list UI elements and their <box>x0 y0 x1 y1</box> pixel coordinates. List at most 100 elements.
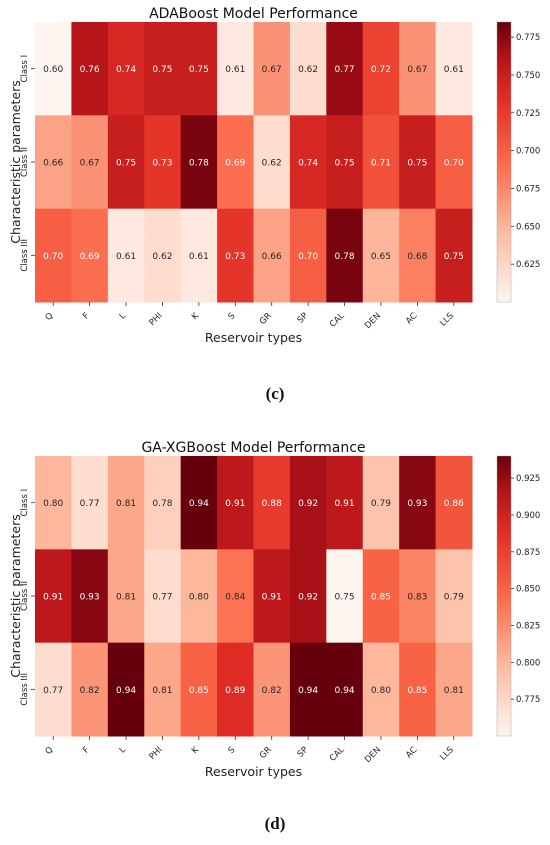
heatmap-cell <box>435 456 473 550</box>
cell-value-label: 0.91 <box>335 499 355 509</box>
heatmap-cell <box>253 549 291 644</box>
heatmap-cell <box>107 642 145 737</box>
colorbar-tick-label: 0.825 <box>516 621 540 631</box>
heatmap-cell <box>217 22 254 116</box>
cell-value-label: 0.61 <box>225 65 245 75</box>
colorbar-tick-label: 0.725 <box>516 109 540 119</box>
cell-value-label: 0.60 <box>43 65 63 75</box>
x-tick-label: L <box>118 745 129 756</box>
heatmap-cell <box>71 22 109 116</box>
x-tick-label: DEN <box>363 745 383 765</box>
y-tick-label: Class III <box>20 673 30 706</box>
heatmap-cell <box>399 115 437 210</box>
heatmap-cell <box>217 456 254 550</box>
heatmap-cell <box>289 22 327 116</box>
heatmap-cell <box>35 22 72 116</box>
cell-value-label: 0.74 <box>116 65 136 75</box>
heatmap-cell <box>107 549 145 644</box>
heatmap-cell <box>71 456 109 550</box>
colorbar-tick-label: 0.650 <box>516 222 540 232</box>
x-tick-label: L <box>118 311 129 322</box>
cell-value-label: 0.75 <box>335 159 355 169</box>
cell-value-label: 0.75 <box>116 159 136 169</box>
x-tick-label: F <box>81 311 92 322</box>
x-tick-label: CAL <box>328 311 347 330</box>
x-tick-label: PHI <box>148 311 165 328</box>
heatmap-cell <box>399 642 437 737</box>
cell-value-label: 0.70 <box>444 159 464 169</box>
heatmap-cell <box>435 549 473 644</box>
cell-value-label: 0.77 <box>335 65 355 75</box>
x-tick-label: LLS <box>438 311 456 329</box>
y-axis-label: Characteristic parameters <box>8 514 23 677</box>
x-tick-label: DEN <box>363 311 383 331</box>
cell-value-label: 0.66 <box>43 159 63 169</box>
heatmap-cell <box>71 642 109 737</box>
heatmap-cell <box>289 208 327 303</box>
cell-value-label: 0.78 <box>335 252 355 262</box>
cell-value-label: 0.75 <box>407 159 427 169</box>
colorbar-tick-label: 0.900 <box>516 511 540 521</box>
x-tick-label: PHI <box>148 745 165 762</box>
ga-xgboost-heatmap: GA-XGBoost Model Performance 0.80 0.77 0.81… <box>8 440 540 779</box>
x-tick-label: SP <box>296 745 311 760</box>
x-axis-label: Reservoir types <box>205 330 302 345</box>
heatmap-cell <box>107 456 145 550</box>
x-tick-label: Q <box>44 311 56 323</box>
heatmap-cell <box>144 642 182 737</box>
heatmap-cell <box>435 208 473 303</box>
heatmap-cell <box>144 22 182 116</box>
cell-value-label: 0.80 <box>43 499 63 509</box>
heatmap-cell <box>35 642 72 737</box>
colorbar-tick-label: 0.925 <box>516 474 540 484</box>
colorbar-tick-label: 0.775 <box>516 33 540 43</box>
heatmap-cell <box>35 115 72 210</box>
cell-value-label: 0.92 <box>298 499 318 509</box>
panel-c-caption: (c) <box>265 384 285 403</box>
heatmap-cell <box>289 642 327 737</box>
cell-value-label: 0.77 <box>152 593 172 603</box>
cell-value-label: 0.65 <box>371 252 391 262</box>
x-tick-label: GR <box>258 311 274 327</box>
y-tick-label: Class II <box>20 147 30 177</box>
heatmap-cell <box>180 549 218 644</box>
cell-value-label: 0.67 <box>407 65 427 75</box>
cell-value-label: 0.79 <box>444 593 464 603</box>
colorbar <box>497 456 511 736</box>
panel-d-caption: (d) <box>264 814 286 833</box>
heatmap-cell <box>71 549 109 644</box>
cell-value-label: 0.81 <box>152 686 172 696</box>
cell-value-label: 0.91 <box>262 593 282 603</box>
heatmap-cell <box>144 115 182 210</box>
adaboost-heatmap: ADABoost Model Performance 0.60 0.76 0.74 0.… <box>8 6 540 345</box>
heatmap-cell <box>326 549 364 644</box>
heatmap-cell <box>144 456 182 550</box>
x-tick-label: K <box>190 745 201 756</box>
colorbar-tick-label: 0.675 <box>516 184 540 194</box>
x-tick-label: LLS <box>438 745 456 763</box>
heatmap-cell <box>326 115 364 210</box>
heatmap-cell <box>107 22 145 116</box>
x-tick-label: CAL <box>328 745 347 764</box>
colorbar-tick-label: 0.775 <box>516 695 540 705</box>
heatmap-cell <box>362 456 400 550</box>
cell-value-label: 0.61 <box>116 252 136 262</box>
heatmap-cell <box>35 456 72 550</box>
heatmap-cell <box>144 549 182 644</box>
cell-value-label: 0.91 <box>225 499 245 509</box>
heatmap-cell <box>326 208 364 303</box>
cell-value-label: 0.72 <box>371 65 391 75</box>
heatmap-cell <box>35 549 72 644</box>
x-tick-label: SP <box>296 311 311 326</box>
heatmap-cell <box>399 456 437 550</box>
heatmap-cell <box>253 642 291 737</box>
cell-value-label: 0.82 <box>262 686 282 696</box>
heatmap-cell <box>253 208 291 303</box>
chart-title: ADABoost Model Performance <box>149 6 358 22</box>
heatmap-cell <box>435 642 473 737</box>
colorbar-tick-label: 0.800 <box>516 658 540 668</box>
cell-value-label: 0.78 <box>189 159 209 169</box>
cell-value-label: 0.94 <box>298 686 318 696</box>
heatmap-cell <box>144 208 182 303</box>
cell-value-label: 0.74 <box>298 159 318 169</box>
